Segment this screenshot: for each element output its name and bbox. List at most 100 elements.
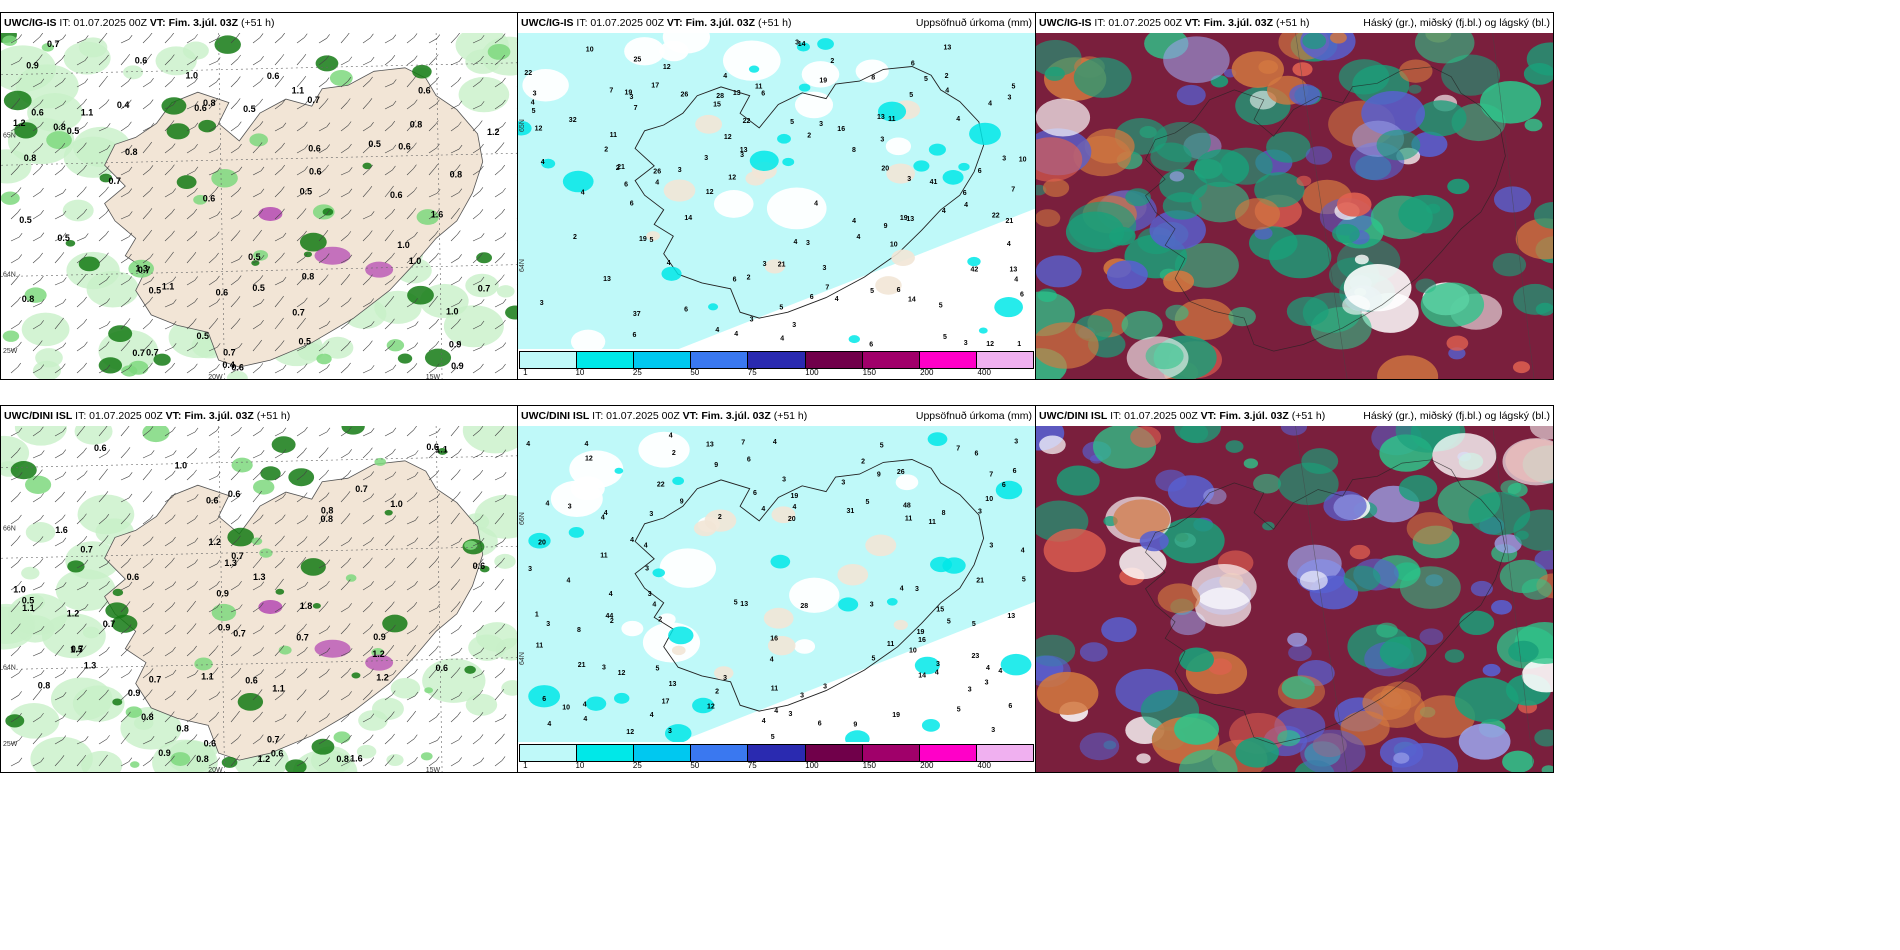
value-label: 5 [656,665,660,672]
value-label: 7 [825,285,829,292]
value-label: 3 [648,591,652,598]
value-label: 0.7 [146,348,159,358]
value-label: 0.9 [451,361,464,371]
value-label: 1.2 [13,118,26,128]
value-label: 0.5 [248,252,261,262]
value-label: 0.8 [22,294,35,304]
value-label: 4 [546,501,550,508]
iceland-outline [634,66,985,319]
value-label: 13 [1007,613,1015,620]
wind-map-svg: 1.60.91.21.30.80.70.60.61.10.91.10.60.60… [1,426,517,772]
panel-title: Háský (gr.), miðský (fj.bl.) og lágský (… [1363,17,1550,29]
value-label: 1.2 [209,537,222,547]
value-label: 12 [707,704,715,711]
lat-tick-label: 66N [519,512,526,525]
value-label: 26 [681,92,689,99]
colorbar-tick-label: 200 [920,761,934,770]
snow-cells [258,599,394,671]
value-label: 4 [531,100,535,107]
value-label: 12 [728,175,736,182]
value-label: 1.1 [22,603,35,613]
value-label: 4 [1007,241,1011,248]
precip-value-labels: 1.60.91.21.30.80.70.60.61.10.91.10.60.60… [13,442,485,764]
value-label: 0.4 [222,360,235,370]
value-label: 4 [644,543,648,550]
value-label: 3 [915,586,919,593]
value-label: 0.7 [233,628,246,638]
value-label: 4 [793,504,797,511]
value-label: 8 [577,627,581,634]
lead-time: (+51 h) [256,410,291,422]
value-label: 9 [680,499,684,506]
value-label: 3 [630,94,634,101]
value-label: 0.8 [53,122,66,132]
panel-title: Uppsöfnuð úrkoma (mm) [915,17,1032,29]
colorbar-tick-label: 75 [747,368,757,377]
value-label: 2 [610,618,614,625]
lat-tick-label: 64N [3,665,16,672]
value-label: 1.1 [292,85,305,95]
value-label: 44 [606,613,614,620]
value-label: 4 [650,712,654,719]
value-label: 19 [900,215,908,222]
value-label: 2 [830,58,834,65]
colorbar-swatch [919,352,977,368]
value-label: 0.6 [309,167,322,177]
value-label: 0.8 [336,754,349,764]
value-label: 0.8 [196,754,209,764]
value-label: 5 [957,706,961,713]
value-label: 0.9 [216,588,229,598]
value-label: 0.8 [141,712,154,722]
value-label: 6 [747,457,751,464]
value-label: 0.6 [436,663,449,673]
precip-panel-top: UWC/IG-IS IT: 01.07.2025 00Z VT: Fim. 3.… [517,12,1036,380]
value-label: 2 [807,132,811,139]
cloud-panel-top: UWC/IG-IS IT: 01.07.2025 00Z VT: Fim. 3.… [1035,12,1554,380]
value-label: 5 [909,92,913,99]
value-label: 1.0 [446,307,459,317]
value-label: 4 [935,669,939,676]
model-name: UWC/DINI ISL [521,410,590,422]
value-label: 11 [905,515,913,522]
value-label: 3 [528,566,532,573]
lat-tick-label: 64N [3,272,16,279]
value-label: 6 [733,277,737,284]
lon-tick-label: 20W [208,374,223,379]
valid-label: VT: [1200,410,1217,422]
value-label: 8 [852,147,856,154]
value-label: 7 [741,440,745,447]
value-label: 6 [818,720,822,727]
value-label: 1 [535,612,539,619]
model-name: UWC/DINI ISL [4,410,73,422]
value-label: 5 [532,108,536,115]
value-label: 6 [869,341,873,348]
value-label: 4 [794,239,798,246]
colorbar-tick-label: 1 [523,368,528,377]
panel-title: Háský (gr.), miðský (fj.bl.) og lágský (… [1363,410,1550,422]
value-label: 4 [998,668,1002,675]
value-label: 4 [988,100,992,107]
value-label: 11 [755,84,763,91]
value-label: 11 [536,642,544,649]
value-label: 3 [806,240,810,247]
value-label: 0.6 [204,739,217,749]
value-label: 5 [734,600,738,607]
value-label: 6 [897,287,901,294]
value-label: 14 [918,672,926,679]
value-label: 5 [880,443,884,450]
value-label: 0.7 [478,284,491,294]
value-label: 4 [630,537,634,544]
lead-time: (+51 h) [1291,410,1326,422]
value-label: 0.7 [138,265,151,275]
value-label: 9 [884,223,888,230]
value-label: 1.1 [162,282,175,292]
value-label: 3 [668,728,672,735]
precip-map: 3 2 4 3 3 2 2 6 7 6 5 3 3 5 3 15 13 12 13 14 7 4 4 4 4 3 3 4 3 4 2 13 4 3… [518,33,1035,349]
value-label: 0.7 [223,347,236,357]
value-label: 0.7 [231,551,244,561]
value-label: 0.5 [19,215,32,225]
valid-time: Fim. 3.júl. 03Z [701,410,771,422]
value-label: 7 [609,87,613,94]
cloud-layers [1036,33,1553,379]
value-label: 3 [964,340,968,347]
